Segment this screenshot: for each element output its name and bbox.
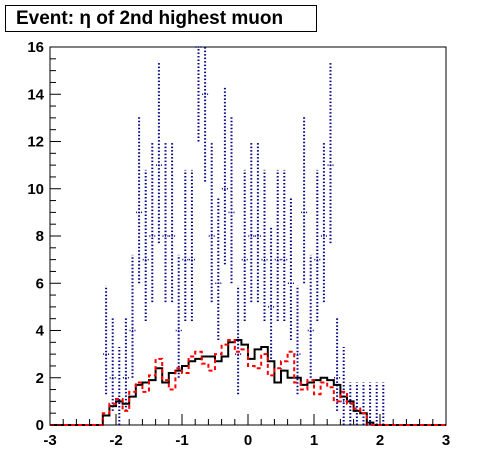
- plot-frame: [49, 46, 447, 426]
- y-tick-label: 4: [36, 323, 45, 340]
- y-tick-label: 16: [27, 39, 44, 56]
- y-tick-label: 10: [27, 181, 44, 198]
- y-tick-label: 8: [36, 228, 44, 245]
- y-tick-label: 2: [36, 370, 44, 387]
- x-tick-label: 0: [244, 432, 252, 449]
- y-tick-label: 0: [36, 417, 44, 434]
- y-tick-label: 14: [27, 86, 44, 103]
- x-tick-label: 2: [376, 432, 384, 449]
- x-tick-label: -2: [109, 432, 122, 449]
- x-tick-label: -3: [43, 432, 56, 449]
- solid-step-series: [50, 338, 446, 426]
- x-tick-label: 1: [310, 432, 318, 449]
- y-tick-label: 6: [36, 275, 44, 292]
- y-axis: 0 2 4 6 8 10 12 14 16: [27, 39, 61, 434]
- y-tick-label: 12: [27, 134, 44, 151]
- x-tick-label: -1: [175, 432, 188, 449]
- x-tick-label: 3: [442, 432, 450, 449]
- chart-title: Event: η of 2nd highest muon: [5, 5, 317, 32]
- dashed-step-series: [50, 338, 446, 426]
- data-layer: [50, 46, 446, 426]
- x-axis: -3 -2 -1 0 1 2 3: [43, 414, 450, 449]
